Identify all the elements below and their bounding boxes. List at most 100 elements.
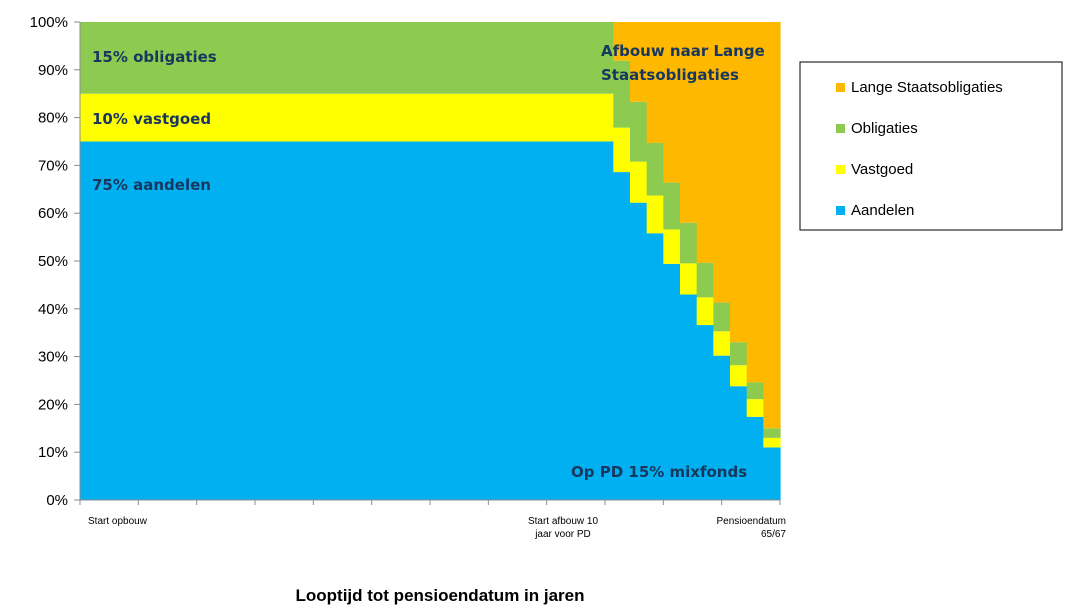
area-segment-obligaties (130, 22, 148, 94)
area-segment-obligaties (630, 101, 648, 162)
area-segment-lange-staatsobligaties (646, 22, 664, 143)
area-segment-aandelen (513, 141, 531, 500)
area-segment-aandelen (396, 141, 414, 500)
area-segment-aandelen (530, 141, 548, 500)
area-segment-obligaties (513, 22, 531, 94)
area-segment-aandelen (313, 141, 331, 500)
area-segment-lange-staatsobligaties (713, 22, 731, 303)
area-segment-vastgoed (763, 437, 781, 448)
area-segment-vastgoed (496, 93, 514, 142)
area-segment-obligaties (446, 22, 464, 94)
y-tick-label: 10% (38, 444, 68, 461)
area-segment-obligaties (96, 22, 114, 94)
area-segment-obligaties (530, 22, 548, 94)
area-segment-obligaties (463, 22, 481, 94)
area-segment-aandelen (280, 141, 298, 500)
area-segment-vastgoed (346, 93, 364, 142)
y-tick-label: 80% (38, 110, 68, 127)
area-segment-obligaties (263, 22, 281, 94)
area-segment-aandelen (763, 447, 781, 500)
area-segment-vastgoed (580, 93, 598, 142)
area-segment-obligaties (496, 22, 514, 94)
area-segment-obligaties (763, 428, 781, 438)
area-segment-vastgoed (146, 93, 164, 142)
area-segment-obligaties (213, 22, 231, 94)
area-segment-obligaties (113, 22, 131, 94)
area-segment-obligaties (680, 222, 698, 264)
area-segment-aandelen (363, 141, 381, 500)
annotation: 75% aandelen (92, 176, 211, 194)
area-segment-aandelen (563, 141, 581, 500)
area-segment-vastgoed (746, 399, 764, 417)
area-segment-lange-staatsobligaties (730, 22, 748, 343)
area-segment-vastgoed (96, 93, 114, 142)
legend-label-aandelen: Aandelen (851, 202, 914, 219)
area-segment-vastgoed (563, 93, 581, 142)
area-segment-vastgoed (213, 93, 231, 142)
area-segment-obligaties (80, 22, 98, 94)
y-tick-label: 0% (46, 492, 68, 509)
area-segment-obligaties (396, 22, 414, 94)
area-segment-obligaties (296, 22, 314, 94)
area-segment-aandelen (413, 141, 431, 500)
area-segment-vastgoed (530, 93, 548, 142)
area-segment-obligaties (346, 22, 364, 94)
area-segment-vastgoed (696, 297, 714, 326)
area-segment-obligaties (646, 142, 664, 196)
annotation: Afbouw naar Lange (601, 42, 765, 60)
area-segment-obligaties (280, 22, 298, 94)
area-segment-vastgoed (180, 93, 198, 142)
area-segment-vastgoed (446, 93, 464, 142)
area-segment-vastgoed (296, 93, 314, 142)
area-segment-aandelen (163, 141, 181, 500)
area-segment-vastgoed (380, 93, 398, 142)
legend-swatch-obligaties (836, 124, 845, 133)
area-segment-aandelen (446, 141, 464, 500)
legend-swatch-vastgoed (836, 165, 845, 174)
area-segment-vastgoed (730, 365, 748, 387)
y-tick-label: 40% (38, 301, 68, 318)
area-segment-aandelen (480, 141, 498, 500)
area-segment-vastgoed (330, 93, 348, 142)
area-segment-obligaties (596, 22, 614, 94)
area-segment-obligaties (163, 22, 181, 94)
area-segment-lange-staatsobligaties (630, 22, 648, 102)
area-segment-obligaties (480, 22, 498, 94)
y-tick-label: 20% (38, 396, 68, 413)
area-segment-vastgoed (430, 93, 448, 142)
area-segment-obligaties (146, 22, 164, 94)
area-segment-aandelen (213, 141, 231, 500)
area-segment-vastgoed (513, 93, 531, 142)
annotation: Staatsobligaties (601, 66, 739, 84)
area-segment-obligaties (663, 182, 681, 230)
area-segment-vastgoed (313, 93, 331, 142)
area-segment-aandelen (130, 141, 148, 500)
area-segment-aandelen (296, 141, 314, 500)
area-segment-lange-staatsobligaties (663, 22, 681, 183)
y-tick-label: 70% (38, 157, 68, 174)
x-tick-label: Start afbouw 10 jaar voor PD (528, 516, 598, 540)
area-segment-aandelen (346, 141, 364, 500)
area-segment-obligaties (580, 22, 598, 94)
area-segment-vastgoed (680, 263, 698, 295)
area-segment-obligaties (546, 22, 564, 94)
area-segment-lange-staatsobligaties (746, 22, 764, 383)
area-segment-obligaties (563, 22, 581, 94)
area-segment-aandelen (113, 141, 131, 500)
annotation: Op PD 15% mixfonds (571, 463, 747, 481)
area-segment-aandelen (496, 141, 514, 500)
area-segment-vastgoed (713, 331, 731, 356)
area-segment-obligaties (246, 22, 264, 94)
annotation: 15% obligaties (92, 48, 217, 66)
area-segment-vastgoed (630, 161, 648, 203)
area-segment-aandelen (613, 172, 631, 500)
area-segment-vastgoed (163, 93, 181, 142)
area-segment-lange-staatsobligaties (613, 22, 631, 61)
area-segment-vastgoed (596, 93, 614, 142)
area-segment-aandelen (146, 141, 164, 500)
area-segment-obligaties (746, 382, 764, 400)
legend-swatch-lange-staatsobligaties (836, 83, 845, 92)
x-tick-label: Start opbouw (88, 516, 148, 527)
area-segment-obligaties (196, 22, 214, 94)
